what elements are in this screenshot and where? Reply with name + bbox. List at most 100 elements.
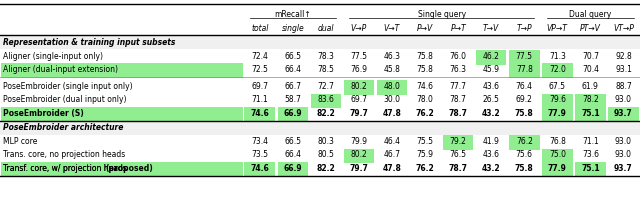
Text: 77.5: 77.5 — [351, 52, 367, 61]
Text: 80.5: 80.5 — [317, 150, 334, 159]
Text: 78.0: 78.0 — [417, 95, 433, 105]
FancyBboxPatch shape — [310, 93, 341, 108]
Text: 73.5: 73.5 — [252, 150, 268, 159]
Text: 93.7: 93.7 — [614, 164, 633, 173]
Text: 74.6: 74.6 — [250, 164, 269, 173]
Text: PT→V: PT→V — [580, 24, 601, 33]
Text: 45.8: 45.8 — [383, 65, 401, 74]
Text: Transf. core, w/ projection heads (proposed): Transf. core, w/ projection heads (propo… — [3, 164, 171, 173]
Text: 82.2: 82.2 — [317, 109, 335, 118]
Text: Single query: Single query — [417, 10, 466, 19]
Text: 66.5: 66.5 — [284, 52, 301, 61]
Text: 46.4: 46.4 — [383, 137, 401, 146]
Text: 30.0: 30.0 — [383, 95, 401, 105]
FancyBboxPatch shape — [542, 63, 573, 78]
Text: 75.8: 75.8 — [417, 52, 433, 61]
Text: 79.9: 79.9 — [351, 137, 367, 146]
Text: Dual query: Dual query — [569, 10, 612, 19]
Text: 75.1: 75.1 — [581, 109, 600, 118]
FancyBboxPatch shape — [542, 107, 573, 122]
Text: Trans. core, no projection heads: Trans. core, no projection heads — [3, 150, 125, 159]
Text: 66.5: 66.5 — [284, 137, 301, 146]
FancyBboxPatch shape — [1, 63, 243, 78]
Text: 45.9: 45.9 — [483, 65, 500, 74]
Text: PoseEmbroider (S): PoseEmbroider (S) — [3, 109, 84, 118]
FancyBboxPatch shape — [278, 107, 308, 122]
Text: 93.7: 93.7 — [614, 109, 633, 118]
Text: 78.7: 78.7 — [449, 164, 468, 173]
Text: 79.7: 79.7 — [349, 164, 369, 173]
Text: 76.3: 76.3 — [450, 65, 467, 74]
Text: 69.7: 69.7 — [351, 95, 367, 105]
Text: 93.1: 93.1 — [615, 65, 632, 74]
Text: 70.4: 70.4 — [582, 65, 599, 74]
Text: V→T: V→T — [384, 24, 400, 33]
Text: 66.9: 66.9 — [284, 164, 302, 173]
Text: VP→T: VP→T — [547, 24, 568, 33]
Text: 72.5: 72.5 — [252, 65, 268, 74]
Text: 92.8: 92.8 — [615, 52, 632, 61]
Text: 43.2: 43.2 — [482, 164, 500, 173]
FancyBboxPatch shape — [476, 50, 506, 65]
Text: 73.4: 73.4 — [252, 137, 268, 146]
Text: 46.3: 46.3 — [383, 52, 401, 61]
Text: 82.2: 82.2 — [317, 164, 335, 173]
Text: Aligner (single-input only): Aligner (single-input only) — [3, 52, 103, 61]
Text: 66.4: 66.4 — [284, 150, 301, 159]
Text: 48.0: 48.0 — [383, 82, 401, 91]
Text: 79.6: 79.6 — [549, 95, 566, 105]
Text: 70.7: 70.7 — [582, 52, 599, 61]
Text: 43.6: 43.6 — [483, 150, 500, 159]
Text: 75.9: 75.9 — [417, 150, 433, 159]
Text: 74.6: 74.6 — [417, 82, 433, 91]
Text: 73.6: 73.6 — [582, 150, 599, 159]
Text: 77.9: 77.9 — [548, 109, 567, 118]
Text: Representation & training input subsets: Representation & training input subsets — [3, 38, 175, 47]
Text: VT→P: VT→P — [613, 24, 634, 33]
Text: single: single — [282, 24, 304, 33]
Text: 80.2: 80.2 — [351, 150, 367, 159]
Text: 76.2: 76.2 — [516, 137, 532, 146]
Text: 61.9: 61.9 — [582, 82, 599, 91]
Text: Transf. core, w/ projection heads (proposed): Transf. core, w/ projection heads (propo… — [3, 164, 171, 173]
Text: 69.7: 69.7 — [252, 82, 268, 91]
Text: 75.8: 75.8 — [515, 109, 534, 118]
Text: 46.7: 46.7 — [383, 150, 401, 159]
Text: 43.6: 43.6 — [483, 82, 500, 91]
Text: mRecall↑: mRecall↑ — [275, 10, 311, 19]
Text: 66.4: 66.4 — [284, 65, 301, 74]
Text: P→T: P→T — [451, 24, 466, 33]
Text: 67.5: 67.5 — [549, 82, 566, 91]
Text: MLP core: MLP core — [3, 137, 38, 146]
FancyBboxPatch shape — [575, 107, 605, 122]
Text: 93.0: 93.0 — [615, 95, 632, 105]
Text: 76.5: 76.5 — [450, 150, 467, 159]
Text: 79.2: 79.2 — [450, 137, 467, 146]
FancyBboxPatch shape — [542, 93, 573, 108]
Text: (proposed): (proposed) — [106, 164, 153, 173]
Text: 71.1: 71.1 — [252, 95, 268, 105]
Text: 72.4: 72.4 — [252, 52, 268, 61]
FancyBboxPatch shape — [509, 50, 540, 65]
FancyBboxPatch shape — [443, 135, 474, 150]
Text: 69.2: 69.2 — [516, 95, 532, 105]
Text: 26.5: 26.5 — [483, 95, 500, 105]
Text: 41.9: 41.9 — [483, 137, 500, 146]
Text: P→V: P→V — [417, 24, 433, 33]
Text: 75.6: 75.6 — [516, 150, 532, 159]
Text: 78.2: 78.2 — [582, 95, 599, 105]
Text: 76.4: 76.4 — [516, 82, 532, 91]
Text: 75.8: 75.8 — [515, 164, 534, 173]
Text: 78.7: 78.7 — [450, 95, 467, 105]
FancyBboxPatch shape — [509, 63, 540, 78]
FancyBboxPatch shape — [509, 135, 540, 150]
Text: 72.7: 72.7 — [317, 82, 334, 91]
Text: 66.9: 66.9 — [284, 109, 302, 118]
FancyBboxPatch shape — [608, 107, 639, 122]
Text: 80.3: 80.3 — [317, 137, 334, 146]
Text: Transf. core, w/ projection heads: Transf. core, w/ projection heads — [3, 164, 129, 173]
Text: 77.9: 77.9 — [548, 164, 567, 173]
Text: PoseEmbroider (dual input only): PoseEmbroider (dual input only) — [3, 95, 127, 105]
Text: 79.7: 79.7 — [349, 109, 369, 118]
Text: 75.0: 75.0 — [549, 150, 566, 159]
